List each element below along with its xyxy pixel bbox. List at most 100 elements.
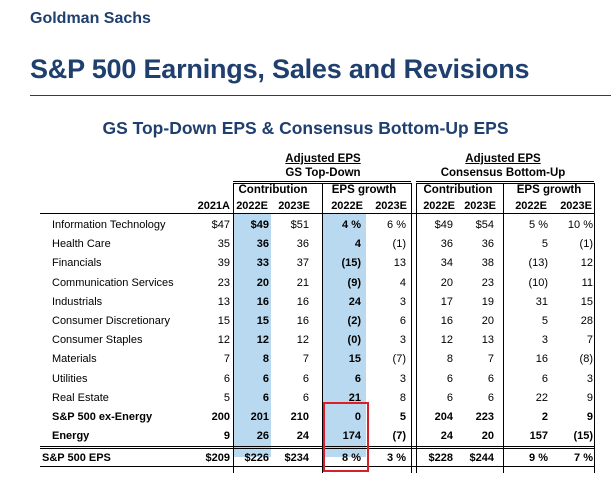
cons-group-rule: [416, 181, 594, 182]
page-title: S&P 500 Earnings, Sales and Revisions: [30, 54, 530, 84]
table-row: Health Care 35 36 36 4 (1) 36 36 5 (1): [40, 235, 600, 254]
cell-value: (7): [392, 430, 406, 443]
cell-value: 8: [446, 353, 453, 366]
cell-value: 6: [302, 391, 309, 404]
col-divider: [503, 183, 504, 473]
cell-value: 20: [256, 276, 269, 289]
cell-value: 31: [535, 295, 548, 308]
cell-value: 13: [481, 334, 494, 347]
cell-value: 9 %: [529, 452, 548, 464]
cell-value: 13: [217, 295, 230, 308]
cell-value: 34: [440, 257, 453, 270]
cell-value: 6: [399, 315, 406, 327]
table-row: Industrials 13 16 16 24 3 17 19 31 15: [40, 293, 600, 312]
cell-value: 33: [256, 257, 269, 270]
cell-value: $54: [475, 219, 494, 231]
gs-group-rule: [233, 181, 411, 182]
row-label: Financials: [52, 257, 102, 270]
shade-gs-growth-2022e: [322, 213, 366, 457]
cell-value: 204: [434, 411, 453, 423]
cell-value: 10 %: [567, 219, 593, 231]
col-header-gs-growth-2023e: 2023E: [375, 200, 407, 212]
cell-value: 20: [481, 430, 494, 443]
cons-contribution-header: Contribution: [423, 184, 493, 196]
cell-value: 6: [223, 372, 230, 385]
cell-value: 9: [223, 430, 230, 443]
table-row: Consumer Discretionary 15 15 16 (2) 6 16 20 5 28: [40, 312, 600, 331]
cell-value: 21: [296, 276, 309, 289]
cell-value: 16: [440, 315, 453, 327]
cons-eps-growth-header: EPS growth: [516, 184, 582, 196]
cell-value: 6: [262, 391, 269, 404]
cell-value: 2: [541, 411, 548, 423]
cell-value: 20: [440, 276, 453, 289]
cell-value: 16: [256, 295, 269, 308]
cell-value: 3: [399, 334, 406, 347]
cell-value: 22: [535, 391, 548, 404]
col-header-gs-growth-2022e: 2022E: [331, 200, 363, 212]
row-label: Utilities: [52, 372, 88, 385]
cell-value: 210: [290, 411, 309, 423]
cell-value: 0: [354, 411, 361, 423]
cell-value: 12: [256, 334, 269, 347]
cell-value: 12: [296, 334, 309, 347]
cell-value: 4: [354, 238, 361, 251]
col-header-gs-contrib-2022e: 2022E: [236, 200, 268, 212]
cell-value: 26: [256, 430, 269, 443]
cell-value: 8: [262, 353, 269, 366]
cell-value: 17: [440, 295, 453, 308]
cell-value: 174: [342, 430, 361, 443]
shade-gs-contribution-2022e: [234, 213, 271, 457]
cell-value: 5 %: [529, 219, 548, 231]
cell-value: 6: [446, 391, 453, 404]
cell-value: 6: [302, 372, 309, 385]
cell-value: (9): [347, 276, 361, 289]
cell-value: 7: [223, 353, 230, 366]
cell-value: 19: [481, 295, 494, 308]
cell-value: 6: [354, 372, 361, 385]
cell-value: 23: [481, 276, 494, 289]
cell-value: (10): [528, 276, 548, 289]
col-header-gs-contrib-2023e: 2023E: [278, 200, 310, 212]
cell-value: $49: [434, 219, 453, 231]
cell-value: $226: [244, 452, 269, 464]
gs-group-title: Adjusted EPS: [285, 153, 361, 165]
cell-value: 3: [399, 372, 406, 385]
cell-value: 35: [217, 238, 230, 251]
col-header-cons-growth-2023e: 2023E: [560, 200, 592, 212]
cell-value: 12: [580, 257, 593, 270]
cell-value: 15: [217, 315, 230, 327]
cell-value: 12: [217, 334, 230, 347]
row-label: Consumer Staples: [52, 334, 143, 347]
cell-value: (7): [392, 353, 406, 366]
cell-value: 5: [541, 315, 548, 327]
col-header-cons-growth-2022e: 2022E: [515, 200, 547, 212]
cell-value: 6: [541, 372, 548, 385]
cons-group-title: Adjusted EPS: [465, 153, 541, 165]
table-row: Real Estate 5 6 6 21 8 6 6 22 9: [40, 389, 600, 408]
highlight-box: [323, 402, 369, 472]
row-label: Industrials: [52, 295, 103, 308]
cell-value: $228: [428, 452, 453, 464]
cell-value: 6: [262, 372, 269, 385]
cell-value: 24: [296, 430, 309, 443]
cell-value: 6: [487, 391, 494, 404]
cell-value: 3: [541, 334, 548, 347]
cell-value: 3 %: [387, 452, 406, 464]
cell-value: 16: [296, 315, 309, 327]
col-divider: [233, 183, 234, 473]
cell-value: 9: [586, 411, 593, 423]
cell-value: 7: [487, 353, 494, 366]
col-divider: [416, 183, 417, 473]
cell-value: 23: [217, 276, 230, 289]
row-label: S&P 500 ex-Energy: [52, 411, 153, 423]
table-row: Financials 39 33 37 (15) 13 34 38 (13) 12: [40, 254, 600, 273]
cell-value: 24: [440, 430, 453, 443]
cell-value: 16: [296, 295, 309, 308]
cell-value: 12: [440, 334, 453, 347]
row-label: Communication Services: [52, 276, 174, 289]
gs-eps-growth-header: EPS growth: [331, 184, 397, 196]
subgroup-top-rule-cons: [416, 183, 594, 184]
cell-value: 20: [481, 315, 494, 327]
total-rule-top-2: [40, 448, 594, 449]
